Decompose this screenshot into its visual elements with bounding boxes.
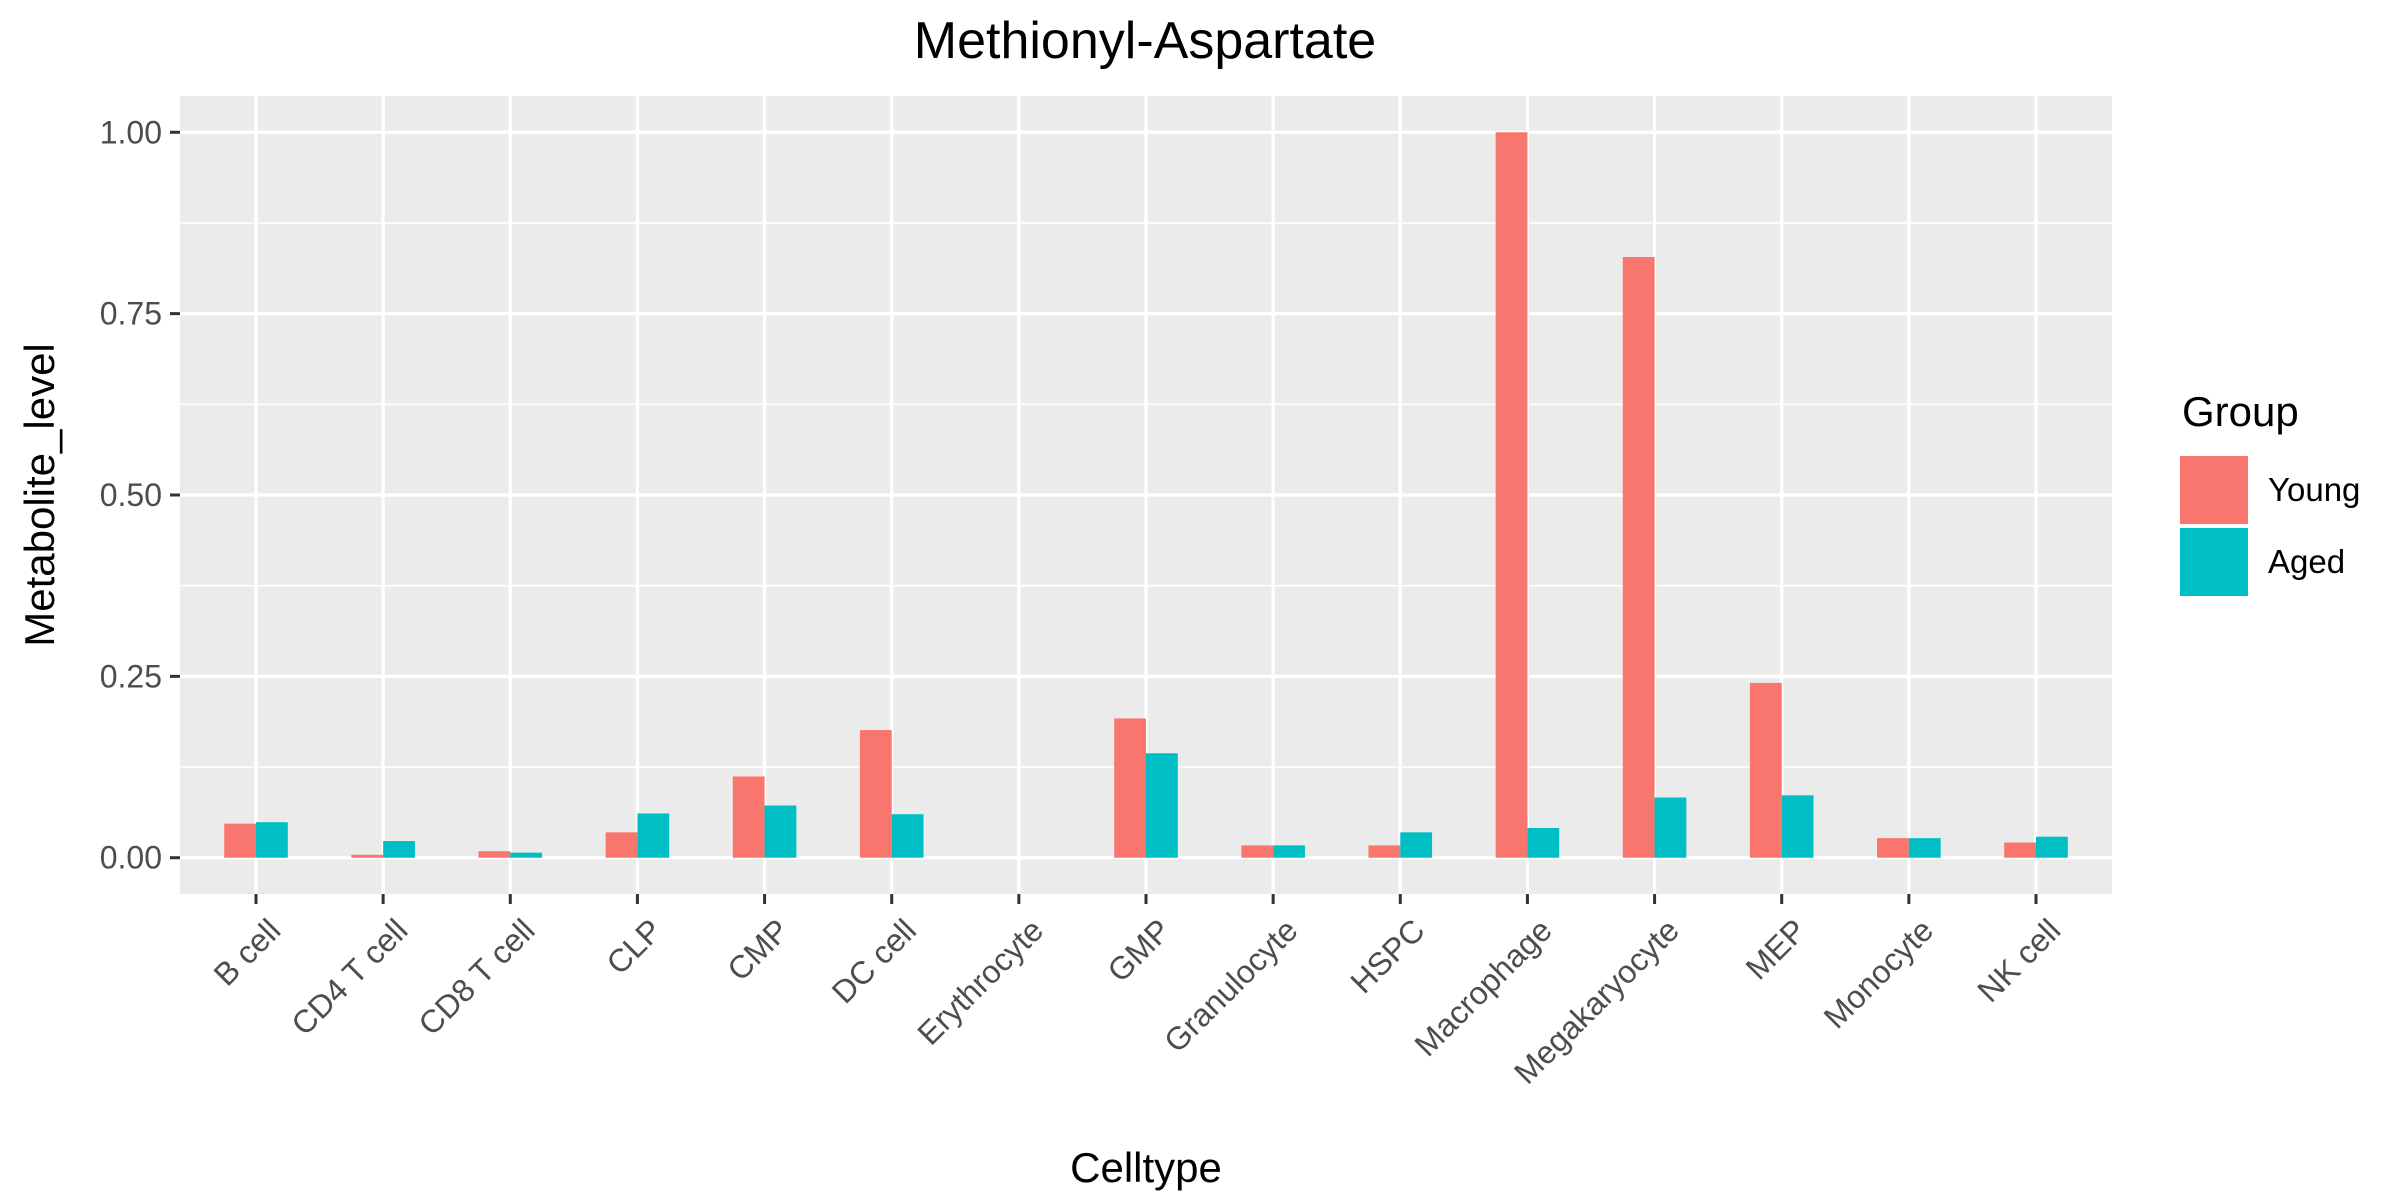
- y-tick-label: 0.00: [100, 840, 162, 876]
- bar-aged-dc-cell: [891, 814, 924, 858]
- legend-label-young: Young: [2268, 471, 2360, 508]
- bar-young-dc-cell: [859, 730, 892, 858]
- bar-aged-macrophage: [1527, 827, 1560, 858]
- bar-young-gmp: [1114, 718, 1146, 858]
- legend-title: Group: [2182, 388, 2299, 435]
- bar-young-hspc: [1368, 845, 1401, 858]
- y-axis: 0.00 0.25 0.50 0.75 1.00: [100, 114, 180, 876]
- x-tick-label: NK cell: [1970, 912, 2067, 1009]
- bar-aged-b-cell: [256, 822, 288, 858]
- bar-aged-cd4-t-cell: [383, 841, 415, 858]
- bar-young-cd8-t-cell: [478, 851, 511, 858]
- bar-young-nk-cell: [2004, 842, 2036, 858]
- legend-key-young: [2180, 456, 2248, 524]
- x-tick-label: CD8 T cell: [411, 912, 541, 1042]
- bar-young-clp: [605, 832, 638, 858]
- x-tick-label: B cell: [207, 912, 288, 993]
- bar-young-granulocyte: [1241, 845, 1274, 858]
- bar-aged-granulocyte: [1273, 845, 1305, 858]
- bar-aged-cmp: [764, 805, 797, 858]
- bar-young-megakaryocyte: [1622, 257, 1655, 858]
- y-tick-label: 0.75: [100, 296, 162, 332]
- bars: [224, 132, 2068, 858]
- x-tick-label: CD4 T cell: [284, 912, 414, 1042]
- bar-young-macrophage: [1495, 132, 1528, 858]
- x-tick-label: Granulocyte: [1157, 912, 1304, 1059]
- y-tick-label: 0.25: [100, 658, 162, 694]
- bar-aged-cd8-t-cell: [510, 852, 543, 858]
- bar-aged-monocyte: [1908, 838, 1941, 858]
- bar-aged-megakaryocyte: [1654, 797, 1687, 858]
- x-tick-label: MEP: [1739, 912, 1813, 986]
- bar-aged-hspc: [1400, 832, 1433, 858]
- bar-young-mep: [1749, 682, 1782, 858]
- x-tick-label: Erythrocyte: [910, 912, 1050, 1052]
- y-axis-title: Metabolite_level: [16, 343, 63, 647]
- bar-young-monocyte: [1877, 838, 1909, 858]
- x-tick-label: CLP: [599, 912, 668, 981]
- x-axis-title: Celltype: [1070, 1144, 1222, 1191]
- x-tick-label: Monocyte: [1817, 912, 1941, 1036]
- bar-young-cmp: [732, 776, 765, 858]
- bar-young-b-cell: [224, 823, 256, 858]
- bar-aged-gmp: [1146, 753, 1178, 858]
- legend: Group Young Aged: [2180, 388, 2360, 596]
- bar-aged-mep: [1781, 795, 1814, 858]
- y-tick-label: 1.00: [100, 114, 162, 150]
- y-tick-label: 0.50: [100, 477, 162, 513]
- x-tick-label: CMP: [720, 912, 796, 988]
- bar-young-cd4-t-cell: [351, 854, 384, 858]
- legend-key-aged: [2180, 528, 2248, 596]
- x-tick-label: HSPC: [1343, 912, 1431, 1000]
- bar-aged-nk-cell: [2036, 836, 2068, 858]
- x-tick-label: DC cell: [825, 912, 923, 1010]
- bar-aged-clp: [637, 813, 670, 858]
- chart-title: Methionyl-Aspartate: [914, 12, 1376, 70]
- legend-label-aged: Aged: [2268, 543, 2345, 580]
- x-tick-label: GMP: [1100, 912, 1177, 989]
